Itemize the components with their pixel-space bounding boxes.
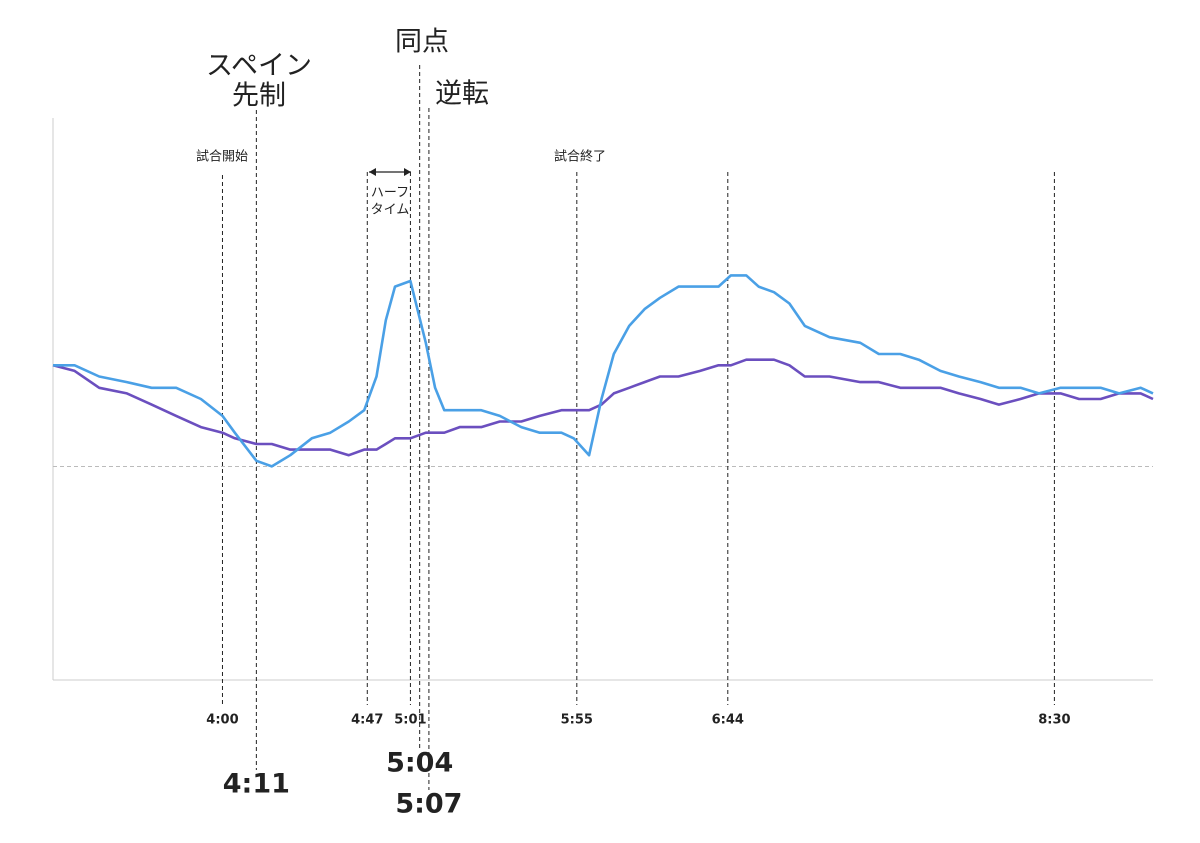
annotation: 試合終了 — [554, 149, 606, 165]
annotation: 逆転 — [435, 79, 489, 110]
x-tick-label: 5:04 — [386, 748, 453, 779]
x-tick-label: 5:07 — [395, 789, 462, 820]
x-tick-label: 5:55 — [561, 713, 593, 728]
x-tick-label: 4:00 — [206, 713, 238, 728]
annotation: 先制 — [232, 81, 286, 112]
series-line — [53, 274, 1154, 468]
series-line — [52, 358, 1154, 457]
x-tick-label: 6:44 — [712, 713, 744, 728]
x-tick-label: 4:47 — [351, 713, 383, 728]
annotation: 同点 — [395, 27, 449, 58]
x-tick-label: 8:30 — [1038, 713, 1070, 728]
x-tick-label: 4:11 — [223, 769, 290, 800]
annotation: 試合開始 — [196, 149, 248, 165]
x-tick-label: 5:01 — [394, 713, 426, 728]
annotation: タイム — [371, 203, 410, 218]
annotation: ハーフ — [371, 186, 409, 201]
annotation: スペイン — [206, 51, 312, 82]
